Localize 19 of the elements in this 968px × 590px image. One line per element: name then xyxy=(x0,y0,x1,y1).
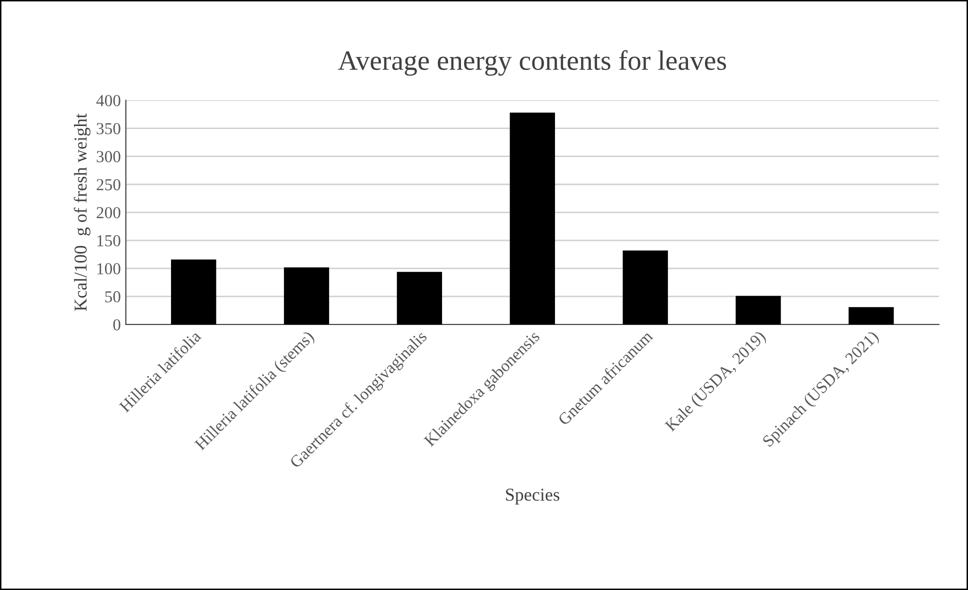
x-axis-title: Species xyxy=(506,488,560,504)
y-tick-label: 0 xyxy=(113,319,120,330)
bar xyxy=(848,307,894,324)
bar xyxy=(396,272,442,324)
bar xyxy=(171,259,216,324)
y-tick-label: 150 xyxy=(97,235,120,246)
bar xyxy=(622,250,668,324)
bar xyxy=(736,296,781,324)
y-tick-label: 100 xyxy=(97,263,120,274)
y-tick-label: 300 xyxy=(96,151,120,162)
y-tick-label: 50 xyxy=(105,291,120,302)
y-tick-label: 200 xyxy=(96,207,120,218)
y-tick-label: 250 xyxy=(96,179,120,190)
y-tick-label: 400 xyxy=(96,95,120,106)
bar xyxy=(284,267,330,324)
chart-title: Average energy contents for leaves xyxy=(338,50,726,76)
y-axis-title: Kcal/100 g of fresh weight xyxy=(74,113,90,311)
y-tick-label: 350 xyxy=(96,123,120,134)
bar xyxy=(510,112,555,324)
